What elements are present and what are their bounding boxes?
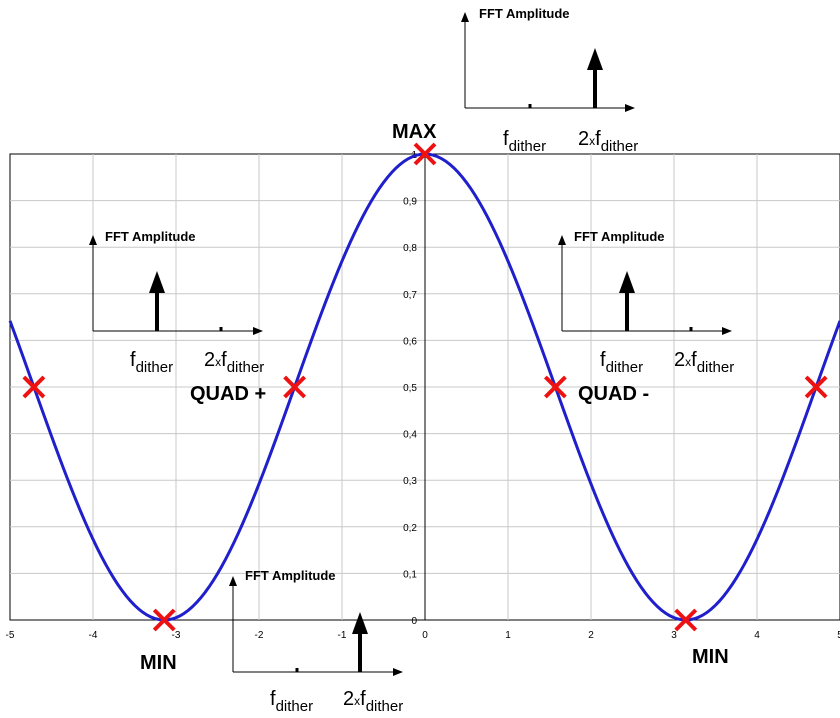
inset-2f-label: 2xfdither: [204, 349, 264, 376]
fft-inset-min: FFT Amplitude fdither 2xfdither: [229, 568, 403, 715]
x-tick-label: -3: [172, 630, 181, 641]
tick-labels: -5 -4 -3 -2 -1 0 1 2 3 4 5 0 0,1 0,2 0,3 0,4 0,5 0,6 0,7 0,…: [6, 150, 840, 641]
inset-f-label: fdither: [600, 349, 643, 376]
x-tick-label: 5: [837, 630, 840, 641]
inset-spike-arrow: [149, 271, 165, 293]
y-tick-label: 0,8: [403, 243, 417, 254]
inset-spike-small: [219, 327, 223, 331]
inset-spike-small: [689, 327, 693, 331]
inset-f-label: fdither: [503, 128, 546, 155]
inset-title: FFT Amplitude: [479, 6, 570, 21]
y-tick-label: 0,3: [403, 476, 417, 487]
x-tick-label: -1: [338, 630, 347, 641]
fft-inset-quad-plus: FFT Amplitude fdither 2xfdither: [89, 229, 264, 376]
cross-marker: [283, 375, 307, 399]
inset-spike-small: [528, 104, 532, 108]
inset-y-arrow: [229, 576, 237, 586]
x-tick-label: 4: [754, 630, 760, 641]
inset-y-arrow: [558, 235, 566, 245]
label-min-right: MIN: [692, 646, 729, 668]
y-tick-label: 0,4: [403, 430, 417, 441]
inset-x-arrow: [393, 668, 403, 676]
y-tick-label: 0,2: [403, 523, 417, 534]
inset-x-arrow: [625, 104, 635, 112]
x-tick-label: 2: [588, 630, 594, 641]
y-tick-label: 0,6: [403, 336, 417, 347]
inset-spike-arrow: [587, 48, 603, 70]
cross-marker: [543, 375, 567, 399]
x-tick-label: 1: [505, 630, 511, 641]
cross-marker: [674, 608, 698, 632]
markers: [22, 142, 828, 632]
x-tick-label: 3: [671, 630, 677, 641]
inset-title: FFT Amplitude: [105, 229, 196, 244]
y-tick-label: 0: [411, 616, 417, 627]
inset-2f-label: 2xfdither: [578, 128, 638, 155]
cross-marker: [804, 375, 828, 399]
inset-f-label: fdither: [130, 349, 173, 376]
y-tick-label: 0,9: [403, 197, 417, 208]
fft-inset-max: FFT Amplitude fdither 2xfdither: [461, 6, 638, 155]
cross-marker: [413, 142, 437, 166]
label-quad-minus: QUAD -: [578, 383, 649, 405]
label-quad-plus: QUAD +: [190, 383, 266, 405]
label-max: MAX: [392, 121, 437, 143]
x-tick-label: 0: [422, 630, 428, 641]
inset-spike-arrow: [619, 271, 635, 293]
inset-2f-label: 2xfdither: [674, 349, 734, 376]
grid: [10, 154, 840, 620]
x-tick-label: -4: [89, 630, 98, 641]
inset-x-arrow: [722, 327, 732, 335]
fft-inset-quad-minus: FFT Amplitude fdither 2xfdither: [558, 229, 734, 376]
y-tick-label: 0,1: [403, 569, 417, 580]
inset-spike-small: [295, 668, 299, 672]
cross-marker: [152, 608, 176, 632]
inset-y-arrow: [461, 12, 469, 22]
inset-y-arrow: [89, 235, 97, 245]
inset-title: FFT Amplitude: [574, 229, 665, 244]
inset-spike-arrow: [352, 612, 368, 634]
label-min-left: MIN: [140, 652, 177, 674]
x-tick-label: -5: [6, 630, 15, 641]
y-tick-label: 0,5: [403, 383, 417, 394]
inset-2f-label: 2xfdither: [343, 688, 403, 715]
cross-marker: [22, 375, 46, 399]
y-tick-label: 0,7: [403, 290, 417, 301]
inset-f-label: fdither: [270, 688, 313, 715]
inset-x-arrow: [253, 327, 263, 335]
inset-title: FFT Amplitude: [245, 568, 336, 583]
x-tick-label: -2: [255, 630, 264, 641]
